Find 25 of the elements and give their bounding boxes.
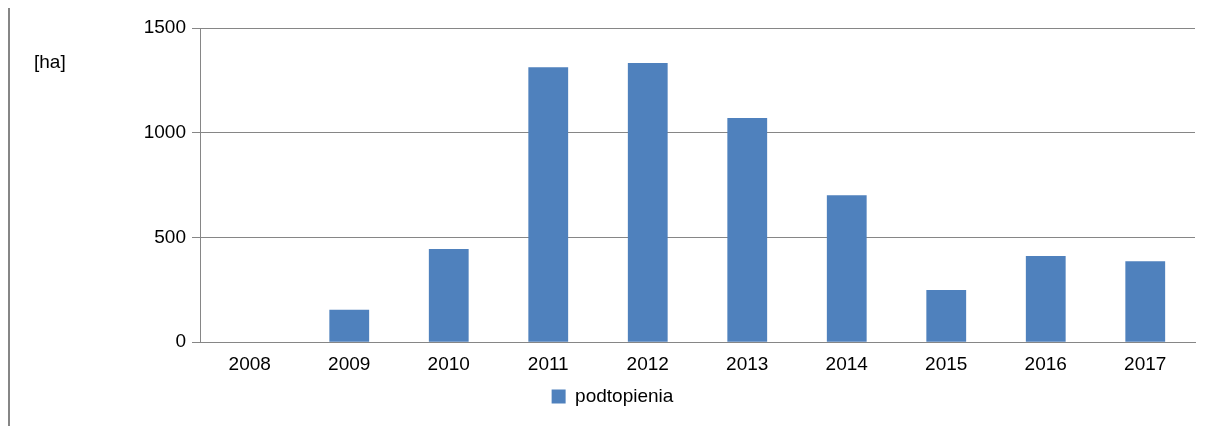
bar (1125, 261, 1166, 342)
y-axis-title: [ha] (34, 51, 66, 73)
y-tick-label: 1500 (143, 16, 186, 38)
x-tick-label: 2016 (1024, 352, 1067, 374)
y-tick-label: 1000 (143, 120, 186, 142)
bar (428, 248, 469, 342)
legend-label: podtopienia (575, 384, 674, 406)
x-tick-label: 2010 (427, 352, 470, 374)
bar (1025, 255, 1066, 342)
bar (528, 67, 569, 342)
x-tick-label: 2012 (626, 352, 669, 374)
x-tick-label: 2017 (1124, 352, 1167, 374)
bar (627, 62, 668, 342)
y-tick-label: 0 (175, 330, 186, 352)
x-tick-label: 2011 (527, 352, 569, 374)
x-tick-label: 2013 (726, 352, 769, 374)
y-tick-label: 500 (154, 225, 186, 247)
bar (926, 290, 967, 342)
bar (826, 195, 867, 342)
x-tick-label: 2009 (328, 352, 371, 374)
bar (329, 309, 370, 342)
x-tick-label: 2014 (825, 352, 869, 374)
x-tick-label: 2015 (925, 352, 968, 374)
x-tick-label: 2008 (228, 352, 271, 374)
bar (727, 118, 768, 342)
